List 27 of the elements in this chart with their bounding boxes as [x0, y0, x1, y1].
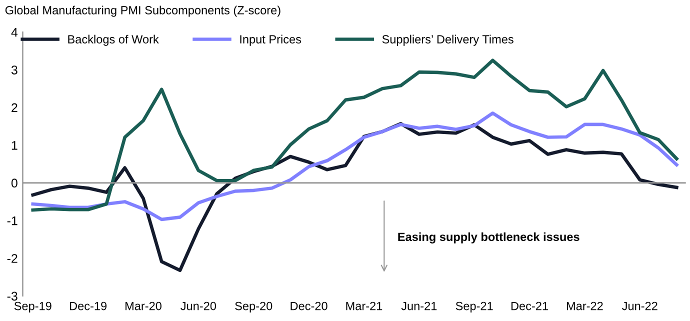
legend-label: Suppliers’ Delivery Times — [382, 34, 514, 46]
x-tick-label: Sep-19 — [14, 302, 52, 313]
x-tick-label: Dec-20 — [290, 302, 328, 310]
x-tick-label: Jun-21 — [401, 302, 437, 310]
chart-title: Global Manufacturing PMI Subcomponents (Z-score) — [5, 6, 280, 17]
y-tick-label: 4 — [11, 28, 18, 37]
y-tick-label: 3 — [11, 66, 18, 74]
y-tick-label: 1 — [12, 141, 18, 150]
x-tick-label: Jun-20 — [180, 302, 216, 310]
legend-label: Input Prices — [240, 34, 302, 46]
x-tick-label: Dec-19 — [70, 302, 107, 310]
line-series — [31, 111, 678, 222]
x-tick-label: Sep-21 — [456, 302, 493, 313]
y-tick-label: -1 — [7, 216, 18, 226]
x-tick-label: Mar-20 — [126, 302, 162, 310]
y-tick-label: 0 — [11, 178, 18, 188]
x-tick-label: Jun-22 — [622, 302, 658, 310]
x-tick-label: Mar-22 — [566, 302, 603, 310]
x-tick-label: Dec-21 — [511, 302, 548, 310]
y-tick-label: -2 — [7, 254, 18, 263]
x-tick-label: Sep-20 — [235, 302, 272, 313]
y-tick-label: -3 — [7, 292, 18, 301]
legend-label: Backlogs of Work — [68, 34, 159, 46]
x-tick-label: Mar-21 — [346, 302, 382, 310]
y-tick-label: 2 — [12, 103, 18, 112]
annotation: Easing supply bottleneck issues — [398, 232, 580, 244]
line-series — [31, 58, 678, 212]
